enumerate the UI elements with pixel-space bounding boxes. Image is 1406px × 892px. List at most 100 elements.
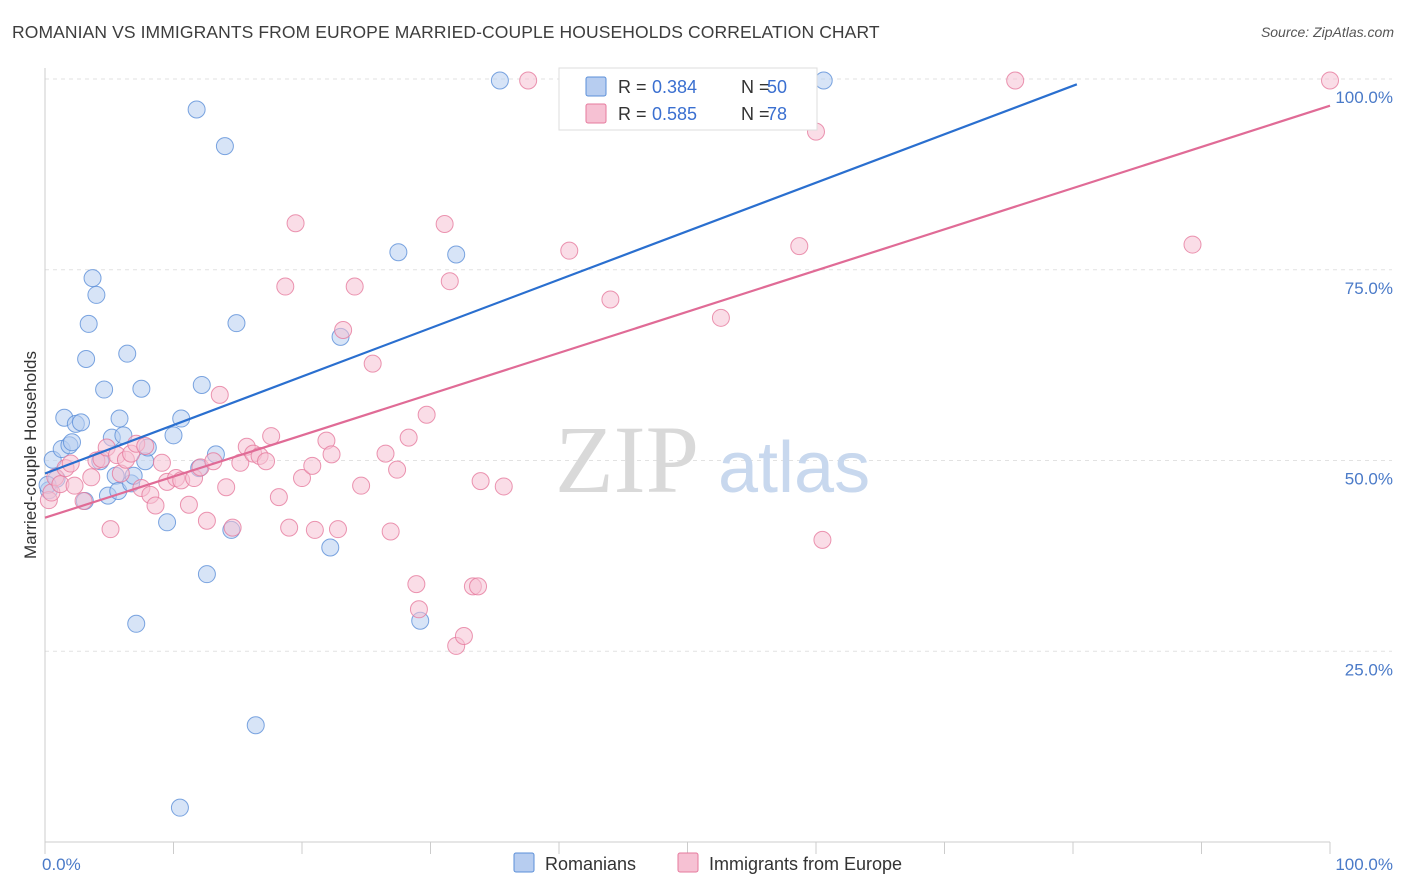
romanians-point-47 — [490, 71, 509, 90]
immigrants-point-56 — [388, 460, 407, 479]
immigrants-point-54 — [376, 444, 395, 463]
immigrants-point-21 — [146, 496, 165, 515]
y-tick-label-2: 75.0% — [1345, 279, 1393, 298]
immigrants-point-45 — [303, 456, 322, 475]
romanians-point-46 — [447, 245, 466, 264]
axes — [44, 68, 1331, 854]
y-tick-label-3: 100.0% — [1335, 88, 1393, 107]
immigrants-point-44 — [293, 469, 311, 488]
legend-series: Romanians Immigrants from Europe — [513, 852, 902, 874]
legend-r-label-0: R = — [618, 77, 647, 97]
romanians-point-36 — [197, 565, 216, 584]
romanians-point-25 — [127, 614, 146, 633]
romanians-point-10 — [77, 350, 96, 369]
immigrants-point-50 — [334, 321, 353, 340]
romanians-point-11 — [79, 314, 98, 333]
immigrants-point-42 — [280, 518, 299, 537]
legend-r-value-0: 0.384 — [652, 77, 697, 97]
immigrants-point-59 — [409, 600, 428, 619]
immigrants-point-52 — [352, 476, 371, 495]
immigrants-point-60 — [417, 405, 436, 424]
x-tick-labels: 0.0% 100.0% — [42, 855, 1393, 874]
immigrants-point-48 — [322, 445, 341, 464]
immigrants-point-78 — [1183, 235, 1202, 254]
legend-bottom-label-immigrants: Immigrants from Europe — [709, 854, 902, 874]
legend-r-label-1: R = — [618, 104, 647, 124]
romanians-point-31 — [170, 798, 189, 817]
x-tick-label-1: 100.0% — [1335, 855, 1393, 874]
immigrants-point-57 — [399, 428, 418, 447]
immigrants-point-12 — [101, 520, 120, 539]
romanians-point-22 — [118, 344, 137, 363]
x-tick-label-0: 0.0% — [42, 855, 81, 874]
immigrants-point-19 — [136, 437, 155, 456]
immigrants-point-29 — [197, 511, 216, 530]
immigrants-point-79 — [1321, 71, 1339, 90]
immigrants-point-49 — [328, 520, 347, 539]
legend-n-label-1: N = — [741, 104, 770, 124]
romanians-point-33 — [187, 100, 206, 119]
romanians-trend-line — [44, 83, 1078, 475]
immigrants-point-6 — [65, 476, 84, 495]
immigrants-point-46 — [305, 520, 324, 539]
y-tick-label-0: 25.0% — [1345, 660, 1393, 679]
immigrants-point-26 — [179, 495, 198, 514]
chart-title: ROMANIAN VS IMMIGRANTS FROM EUROPE MARRI… — [12, 22, 880, 42]
immigrants-point-77 — [1006, 71, 1025, 90]
y-axis-title: Married-couple Households — [21, 351, 40, 559]
y-tick-labels: 25.0% 50.0% 75.0% 100.0% — [1335, 88, 1393, 679]
immigrants-point-66 — [469, 577, 488, 596]
romanians-point-26 — [132, 379, 151, 398]
y-tick-label-1: 50.0% — [1345, 470, 1393, 489]
immigrants-point-68 — [494, 477, 513, 496]
romanians-point-48 — [814, 71, 833, 90]
immigrants-point-31 — [210, 385, 229, 404]
immigrants-point-64 — [454, 626, 473, 645]
romanians-point-6 — [62, 433, 81, 452]
romanians-point-30 — [164, 426, 183, 445]
immigrants-point-61 — [435, 214, 454, 233]
romanians-point-20 — [110, 409, 129, 428]
legend-bottom-swatch-romanians — [513, 852, 535, 873]
romanians-point-41 — [246, 716, 265, 735]
romanians-point-15 — [95, 380, 114, 399]
romanians-point-13 — [87, 285, 106, 304]
legend-n-value-1: 78 — [767, 104, 787, 124]
legend-swatch-romanians — [585, 76, 607, 97]
romanians-point-29 — [158, 513, 177, 532]
grid-lines — [45, 78, 1392, 652]
legend-bottom-swatch-immigrants — [677, 852, 699, 873]
immigrants-point-58 — [407, 575, 426, 594]
immigrants-point-8 — [82, 468, 101, 487]
immigrants-point-40 — [269, 488, 288, 507]
watermark: ZIP atlas — [555, 406, 870, 513]
immigrants-point-33 — [223, 518, 242, 537]
immigrants-point-55 — [381, 522, 400, 541]
immigrants-point-22 — [152, 453, 171, 472]
legend-r-value-1: 0.585 — [652, 104, 697, 124]
immigrants-point-7 — [74, 491, 93, 510]
romanians-point-12 — [83, 269, 102, 288]
immigrants-point-32 — [217, 478, 236, 497]
immigrants-point-76 — [813, 530, 832, 549]
immigrants-point-71 — [601, 290, 620, 309]
trend-lines — [44, 83, 1331, 519]
romanians-points — [38, 71, 833, 817]
immigrants-point-41 — [276, 277, 295, 296]
immigrants-point-69 — [519, 71, 538, 90]
immigrants-points — [39, 71, 1339, 655]
legend-n-label-0: N = — [741, 77, 770, 97]
watermark-zip: ZIP — [555, 406, 699, 513]
chart-source: Source: ZipAtlas.com — [1260, 24, 1394, 40]
immigrants-point-67 — [471, 472, 490, 491]
legend-stats: R = 0.384 N = 50 R = 0.585 N = 78 — [558, 67, 818, 131]
immigrants-point-51 — [345, 277, 364, 296]
immigrants-trend-line — [44, 104, 1331, 519]
watermark-atlas: atlas — [718, 428, 870, 508]
immigrants-point-38 — [257, 452, 276, 471]
immigrants-point-43 — [286, 214, 305, 233]
immigrants-point-62 — [440, 272, 459, 291]
romanians-point-40 — [227, 314, 246, 333]
immigrants-point-73 — [711, 308, 730, 327]
